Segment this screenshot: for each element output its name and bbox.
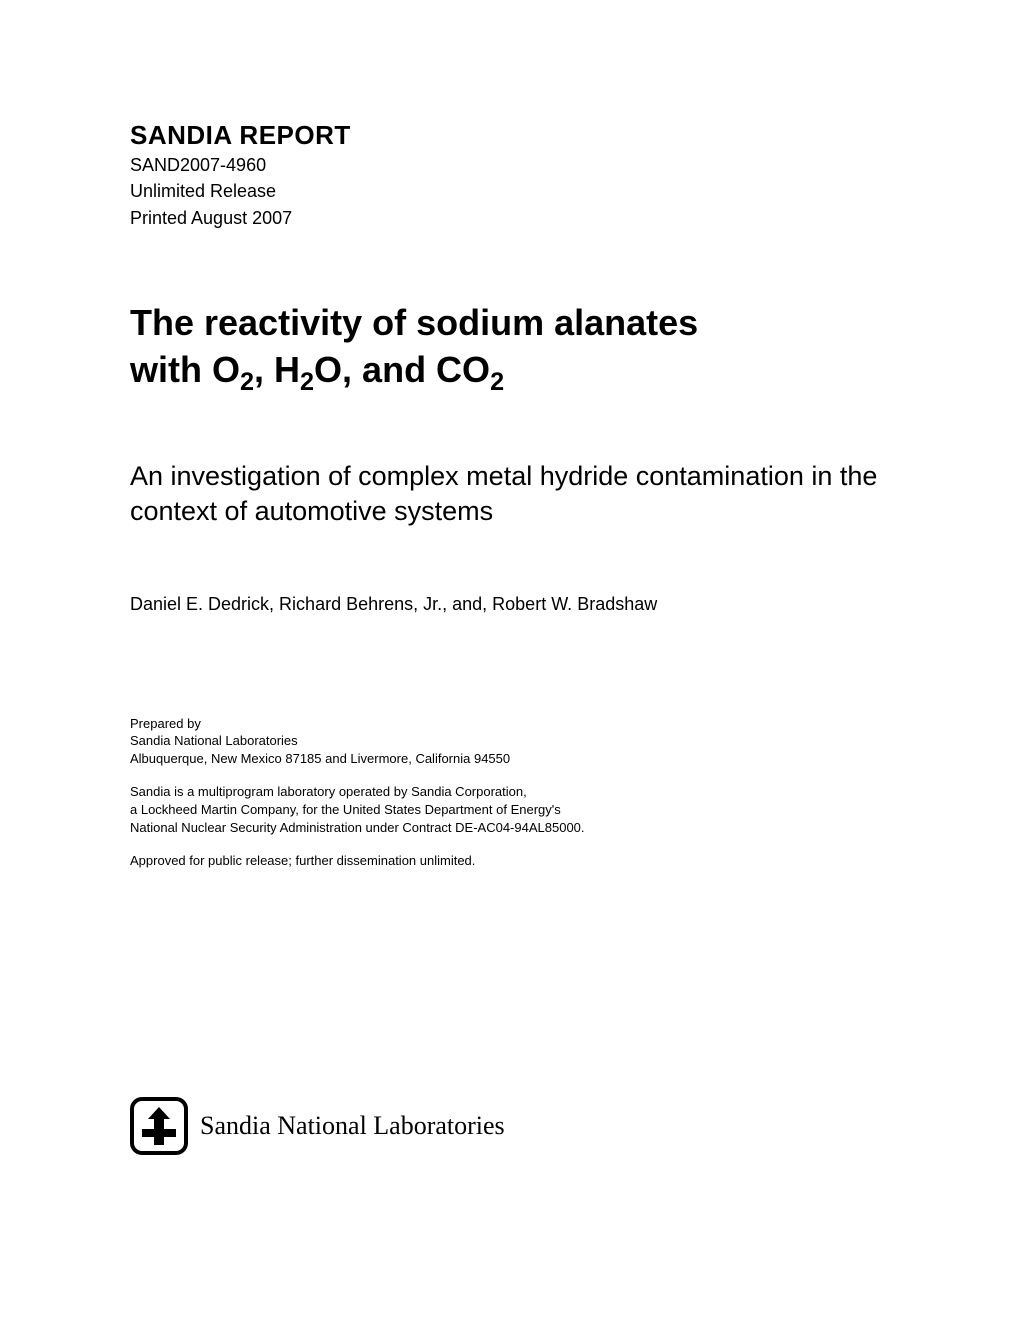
sandia-description: Sandia is a multiprogram laboratory oper… <box>130 783 890 836</box>
prepared-by-block: Prepared by Sandia National Laboratories… <box>130 715 890 768</box>
prepared-line2: Sandia National Laboratories <box>130 732 890 750</box>
prepared-line1: Prepared by <box>130 715 890 733</box>
title-line2-mid2: O, and CO <box>314 349 490 390</box>
report-number: SAND2007-4960 <box>130 153 890 177</box>
title-line1: The reactivity of sodium alanates <box>130 302 698 343</box>
document-subtitle: An investigation of complex metal hydrid… <box>130 459 890 529</box>
report-label: SANDIA REPORT <box>130 120 890 151</box>
sandia-logo-text: Sandia National Laboratories <box>200 1111 505 1141</box>
title-sub1: 2 <box>240 368 254 396</box>
title-sub3: 2 <box>490 368 504 396</box>
report-header: SANDIA REPORT SAND2007-4960 Unlimited Re… <box>130 120 890 230</box>
prepared-line3: Albuquerque, New Mexico 87185 and Liverm… <box>130 750 890 768</box>
sandia-desc-line1: Sandia is a multiprogram laboratory oper… <box>130 783 890 801</box>
approval-statement: Approved for public release; further dis… <box>130 852 890 870</box>
title-line2-prefix: with O <box>130 349 240 390</box>
document-title: The reactivity of sodium alanates with O… <box>130 300 890 399</box>
title-line2-mid1: , H <box>254 349 300 390</box>
sandia-logo-block: Sandia National Laboratories <box>130 1097 505 1155</box>
sandia-desc-line2: a Lockheed Martin Company, for the Unite… <box>130 801 890 819</box>
title-sub2: 2 <box>300 368 314 396</box>
sandia-thunderbird-icon <box>130 1097 188 1155</box>
release-type: Unlimited Release <box>130 179 890 203</box>
print-date: Printed August 2007 <box>130 206 890 230</box>
authors: Daniel E. Dedrick, Richard Behrens, Jr.,… <box>130 594 890 615</box>
sandia-desc-line3: National Nuclear Security Administration… <box>130 819 890 837</box>
